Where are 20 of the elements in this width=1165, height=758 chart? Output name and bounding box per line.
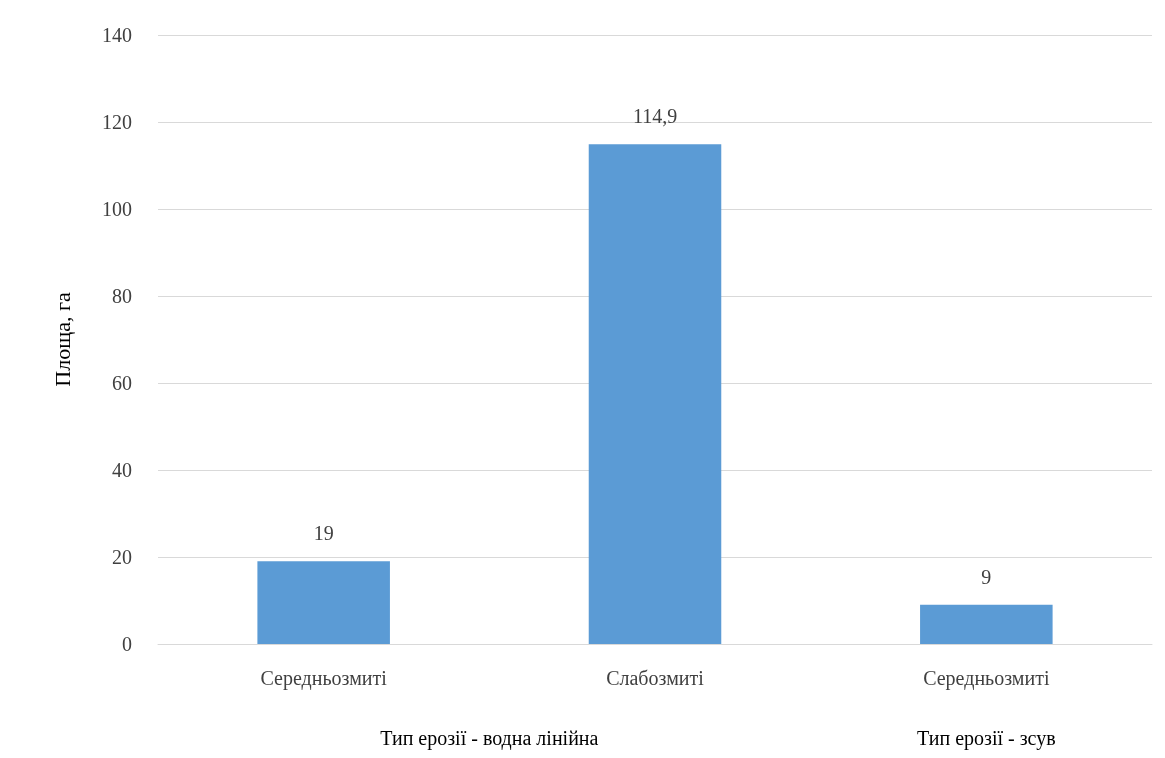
y-tick-label: 0 — [122, 633, 132, 655]
data-label: 114,9 — [632, 105, 678, 128]
text: Тип ерозії - зсув — [917, 727, 1056, 750]
bar — [920, 604, 1053, 644]
text: Тип ерозії - водна лінійна — [380, 727, 599, 750]
x-tick-label: Слабозмиті — [606, 667, 705, 689]
bar — [257, 561, 390, 644]
bar — [588, 144, 722, 644]
y-tick-label: 80 — [112, 285, 132, 307]
y-tick-label: 120 — [102, 111, 132, 133]
y-axis-title: Площа, га — [49, 292, 75, 387]
y-tick-label: 40 — [112, 459, 132, 481]
x-tick-label: Середньозмиті — [260, 667, 388, 690]
data-label: 9 — [981, 565, 992, 588]
y-tick-label: 140 — [102, 24, 132, 46]
x-tick-label: Середньозмиті — [923, 667, 1050, 690]
data-label: 19 — [313, 522, 334, 545]
y-tick-label: 100 — [102, 198, 132, 220]
y-tick-label: 20 — [112, 546, 132, 568]
y-tick-label: 60 — [112, 372, 132, 394]
